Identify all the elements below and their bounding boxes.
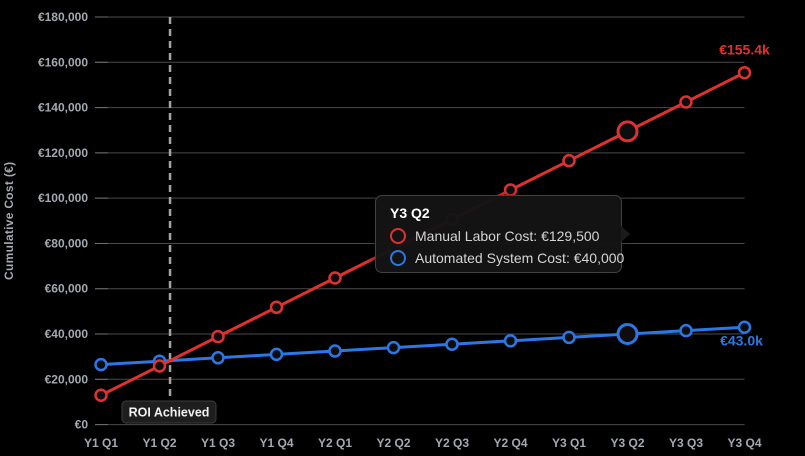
tooltip-caret (621, 226, 630, 242)
y-tick-label: €180,000 (38, 10, 88, 24)
y-axis-title: Cumulative Cost (€) (2, 162, 16, 280)
data-point-automated-system-y1-q4[interactable] (269, 347, 284, 362)
y-tick-label: €0 (75, 418, 89, 432)
data-point-manual-labor-y3-q3[interactable] (679, 95, 693, 109)
data-point-manual-labor-y3-q1[interactable] (562, 153, 576, 168)
y-tick-label: €60,000 (45, 282, 89, 296)
x-tick-label: Y1 Q4 (259, 436, 293, 450)
data-point-manual-labor-y1-q2[interactable] (152, 359, 167, 373)
data-point-automated-system-y2-q2[interactable] (386, 340, 401, 355)
series-end-label-automated-system: €43.0k (720, 333, 763, 349)
data-point-automated-system-y3-q4[interactable] (737, 320, 752, 334)
data-point-automated-system-y2-q4[interactable] (503, 334, 518, 348)
tooltip-manual-labor-text: Manual Labor Cost: €129,500 (415, 228, 600, 244)
x-tick-label: Y1 Q3 (201, 436, 235, 450)
y-tick-label: €120,000 (38, 146, 88, 160)
x-tick-label: Y3 Q4 (727, 436, 761, 450)
roi-achieved-badge (121, 400, 217, 424)
data-point-automated-system-y3-q1[interactable] (562, 330, 576, 345)
data-point-manual-labor-y1-q3[interactable] (211, 329, 225, 344)
data-point-automated-system-y2-q3[interactable] (445, 337, 459, 351)
data-point-manual-labor-y2-q1[interactable] (328, 271, 342, 285)
data-point-manual-labor-y1-q4[interactable] (269, 300, 284, 315)
data-point-manual-labor-y1-q1[interactable] (94, 388, 108, 403)
chart-tooltip: Y3 Q2 Manual Labor Cost: €129,500 Automa… (375, 195, 630, 273)
y-tick-label: €140,000 (38, 101, 88, 115)
x-tick-label: Y2 Q4 (493, 436, 527, 450)
data-point-manual-labor-y2-q4[interactable] (503, 183, 518, 197)
x-tick-label: Y2 Q1 (318, 436, 352, 450)
data-point-automated-system-y3-q3[interactable] (679, 323, 693, 338)
y-tick-label: €100,000 (38, 191, 88, 205)
x-tick-label: Y1 Q1 (84, 436, 118, 450)
x-tick-label: Y3 Q1 (552, 436, 586, 450)
automated-system-series-icon (390, 250, 406, 266)
data-point-manual-labor-y3-q2[interactable] (616, 120, 639, 143)
x-tick-label: Y1 Q2 (142, 436, 176, 450)
data-point-automated-system-y1-q1[interactable] (94, 357, 108, 372)
data-point-manual-labor-y3-q4[interactable] (737, 65, 752, 80)
tooltip-row-manual-labor: Manual Labor Cost: €129,500 (388, 225, 609, 247)
y-tick-label: €80,000 (45, 236, 89, 250)
tooltip-row-automated-system: Automated System Cost: €40,000 (388, 247, 624, 269)
tooltip-title: Y3 Q2 (390, 205, 430, 221)
data-point-automated-system-y1-q3[interactable] (211, 351, 225, 365)
x-tick-label: Y3 Q2 (610, 436, 644, 450)
x-tick-label: Y3 Q3 (669, 436, 703, 450)
y-tick-label: €40,000 (45, 327, 89, 341)
x-tick-label: Y2 Q3 (435, 436, 469, 450)
data-point-automated-system-y3-q2[interactable] (616, 323, 639, 346)
series-end-label-manual-labor: €155.4k (719, 42, 770, 58)
data-point-automated-system-y2-q1[interactable] (328, 344, 342, 358)
y-tick-label: €160,000 (38, 55, 88, 69)
roi-achieved-label: ROI Achieved (129, 406, 210, 420)
tooltip-automated-system-text: Automated System Cost: €40,000 (415, 250, 625, 266)
y-tick-label: €20,000 (45, 372, 89, 386)
manual-labor-series-icon (390, 228, 406, 244)
x-tick-label: Y2 Q2 (376, 436, 410, 450)
